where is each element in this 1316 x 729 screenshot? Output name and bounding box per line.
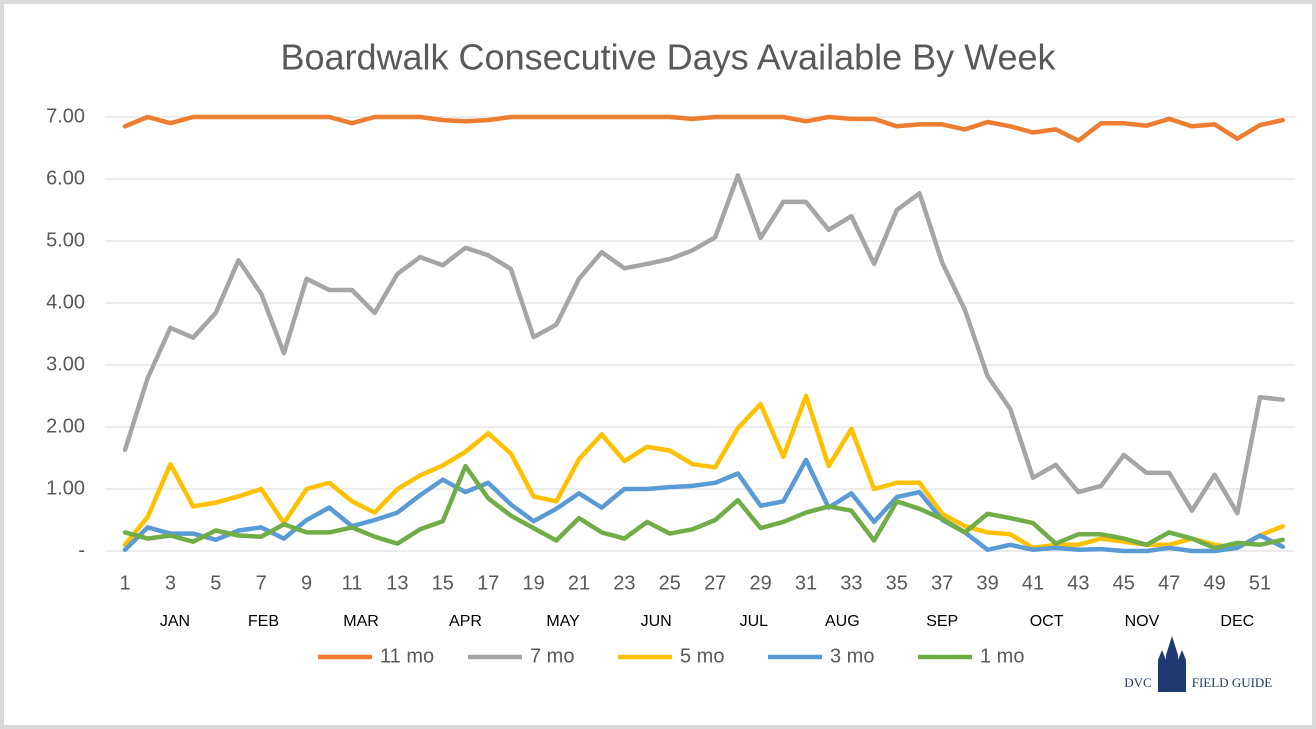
x-tick-label: 35 — [886, 572, 908, 594]
month-label: DEC — [1220, 613, 1254, 630]
x-tick-label: 11 — [342, 572, 363, 594]
legend-label: 3 mo — [830, 645, 874, 667]
x-tick-label: 43 — [1067, 572, 1089, 594]
chart-title: Boardwalk Consecutive Days Available By … — [280, 37, 1056, 78]
month-label: APR — [449, 613, 482, 630]
x-tick-label: 29 — [749, 572, 771, 594]
x-tick-label: 23 — [613, 572, 635, 594]
series-line — [122, 393, 1285, 551]
month-label: AUG — [825, 613, 860, 630]
x-tick-label: 51 — [1249, 572, 1271, 594]
logo-text: DVC — [1124, 675, 1151, 690]
x-tick-label: 7 — [256, 572, 267, 594]
x-tick-label: 39 — [976, 572, 998, 594]
legend-label: 11 mo — [380, 645, 434, 667]
month-label: NOV — [1125, 613, 1160, 630]
y-tick-label: 6.00 — [46, 167, 85, 189]
y-tick-label: - — [78, 539, 85, 561]
x-tick-label: 41 — [1022, 572, 1044, 594]
x-tick-label: 15 — [432, 572, 454, 594]
x-tick-label: 3 — [165, 572, 176, 594]
x-tick-label: 13 — [386, 572, 408, 594]
x-tick-label: 31 — [795, 572, 817, 594]
x-tick-label: 27 — [704, 572, 726, 594]
x-tick-label: 49 — [1203, 572, 1225, 594]
y-tick-label: 5.00 — [46, 229, 85, 251]
month-label: OCT — [1030, 613, 1064, 630]
x-tick-label: 9 — [301, 572, 312, 594]
y-tick-label: 7.00 — [46, 105, 85, 127]
x-tick-label: 19 — [522, 572, 544, 594]
legend-label: 7 mo — [530, 645, 574, 667]
x-tick-label: 17 — [477, 572, 499, 594]
x-tick-label: 5 — [210, 572, 221, 594]
y-tick-label: 4.00 — [46, 291, 85, 313]
logo-text: FIELD GUIDE — [1192, 675, 1273, 690]
legend-label: 5 mo — [680, 645, 724, 667]
logo: DVC FIELD GUIDE — [1124, 636, 1272, 692]
month-label: JAN — [160, 613, 190, 630]
x-tick-label: 47 — [1158, 572, 1180, 594]
x-tick-label: 1 — [119, 572, 130, 594]
month-label: MAR — [343, 613, 379, 630]
x-tick-label: 21 — [568, 572, 590, 594]
series-line — [122, 114, 1285, 143]
series-line — [122, 463, 1285, 551]
y-tick-label: 1.00 — [46, 477, 85, 499]
month-label: JUL — [740, 613, 769, 630]
logo-castle — [1158, 636, 1186, 692]
month-label: SEP — [926, 613, 958, 630]
y-tick-label: 2.00 — [46, 415, 85, 437]
y-tick-label: 3.00 — [46, 353, 85, 375]
series-line — [122, 173, 1285, 516]
x-tick-label: 37 — [931, 572, 953, 594]
x-tick-label: 33 — [840, 572, 862, 594]
legend-label: 1 mo — [980, 645, 1024, 667]
series-line — [122, 457, 1285, 554]
month-label: FEB — [248, 613, 279, 630]
x-tick-label: 25 — [659, 572, 681, 594]
x-tick-label: 45 — [1113, 572, 1135, 594]
month-label: MAY — [546, 613, 580, 630]
month-label: JUN — [641, 613, 672, 630]
